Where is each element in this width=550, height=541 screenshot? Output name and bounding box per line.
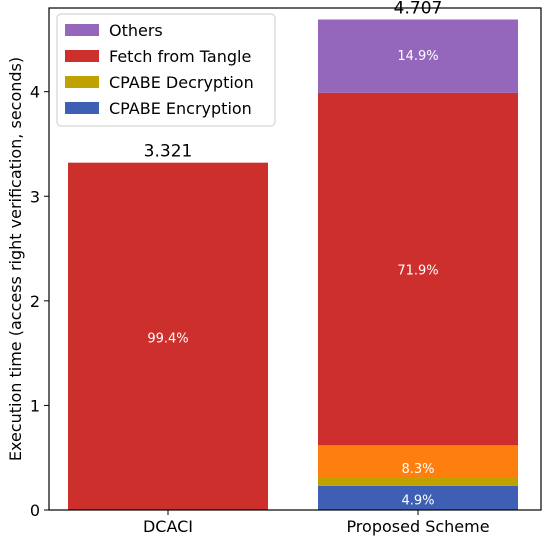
bar-segment-cpabe-decryption-1 xyxy=(318,477,518,486)
percentage-label: 14.9% xyxy=(397,49,438,64)
bar-segment-cpabe-encryption-1 xyxy=(318,485,518,510)
bar-total-label: 4.707 xyxy=(394,0,443,19)
x-tick-label: DCACI xyxy=(143,517,193,536)
y-tick-label: 1 xyxy=(30,396,40,415)
annotations: 3.321 4.707 99.4% 14.9% 71.9% 8.3% 4.9% xyxy=(144,0,443,509)
percentage-label: 8.3% xyxy=(401,462,434,477)
legend-entry: CPABE Decryption xyxy=(109,73,254,92)
bars xyxy=(68,19,518,510)
percentage-label: 71.9% xyxy=(397,263,438,278)
bar-segment-others-1 xyxy=(318,19,518,93)
legend: Others Fetch from Tangle CPABE Decryption C… xyxy=(56,13,276,127)
axes: 0 1 2 3 4 DCACI Proposed Scheme xyxy=(30,7,542,536)
legend-entry: Others xyxy=(109,21,163,40)
legend-entry: CPABE Encryption xyxy=(109,99,252,118)
percentage-label: 4.9% xyxy=(401,494,434,509)
x-tick-label: Proposed Scheme xyxy=(346,517,489,536)
percentage-label: 99.4% xyxy=(147,331,188,346)
bar-segment-fetch-from-tangle-0 xyxy=(68,162,268,510)
y-tick-label: 0 xyxy=(30,501,40,520)
legend-swatch xyxy=(65,24,99,36)
y-tick-label: 2 xyxy=(30,292,40,311)
y-tick-label: 3 xyxy=(30,187,40,206)
axes-frame xyxy=(48,7,542,511)
legend-swatch xyxy=(65,50,99,62)
bar-segment-extra-band xyxy=(318,445,518,478)
legend-entry: Fetch from Tangle xyxy=(109,47,251,66)
bar-segment-fetch-from-tangle-1 xyxy=(318,92,518,478)
bar-total-label: 3.321 xyxy=(144,142,193,162)
legend-box xyxy=(56,13,276,127)
y-axis-label: Execution time (access right verificatio… xyxy=(6,57,25,461)
legend-swatch xyxy=(65,102,99,114)
y-tick-label: 4 xyxy=(30,83,40,102)
legend-swatch xyxy=(65,76,99,88)
